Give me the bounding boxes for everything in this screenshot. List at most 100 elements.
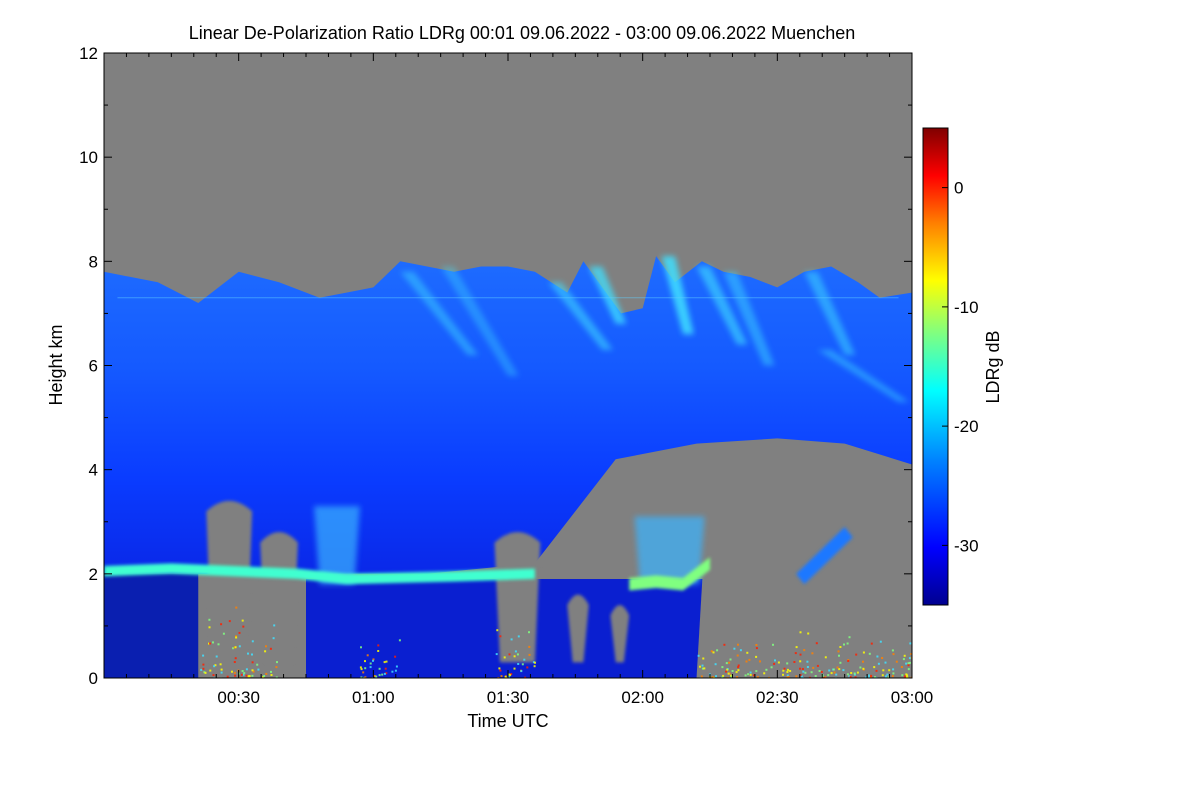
aerosol-speckle [364, 676, 367, 678]
aerosol-speckle [220, 668, 223, 671]
aerosol-speckle [265, 645, 267, 648]
aerosol-speckle [203, 671, 206, 674]
aerosol-speckle [275, 666, 278, 669]
aerosol-speckle [839, 661, 842, 664]
heatmap-layers [104, 256, 912, 678]
colorbar-tick-label: -10 [954, 298, 979, 317]
y-axis: 0 2 4 6 8 10 12 [79, 44, 912, 688]
aerosol-speckle [773, 662, 776, 665]
aerosol-speckle [513, 655, 516, 658]
aerosol-speckle [504, 676, 507, 678]
aerosol-speckle [903, 654, 906, 657]
aerosol-speckle [759, 660, 761, 663]
aerosol-speckle [507, 675, 510, 678]
aerosol-speckle [721, 666, 724, 669]
aerosol-speckle [251, 661, 254, 664]
aerosol-speckle [372, 659, 374, 662]
aerosol-speckle [369, 666, 372, 669]
aerosol-speckle [812, 666, 815, 669]
aerosol-speckle [377, 650, 380, 652]
y-tick-label: 2 [89, 565, 98, 584]
aerosol-speckle [363, 676, 366, 678]
aerosol-speckle [735, 671, 738, 674]
aerosol-speckle [806, 666, 809, 668]
aerosol-speckle [802, 670, 805, 673]
boundary-layer-region [104, 573, 199, 678]
water-layer-band [104, 563, 535, 585]
aerosol-speckle [243, 672, 246, 675]
aerosol-speckle [242, 673, 245, 676]
aerosol-speckle [800, 675, 803, 678]
aerosol-speckle [868, 674, 870, 677]
aerosol-speckle [782, 669, 785, 672]
y-axis-label: Height km [46, 324, 66, 405]
aerosol-speckle [847, 660, 850, 662]
aerosol-speckle [520, 670, 523, 673]
aerosol-speckle [908, 661, 911, 664]
aerosol-speckle [528, 631, 530, 634]
aerosol-speckle [865, 676, 868, 678]
aerosol-speckle [763, 672, 766, 675]
aerosol-speckle [818, 670, 821, 672]
aerosol-speckle [729, 658, 732, 661]
aerosol-speckle [854, 676, 857, 678]
aerosol-speckle [853, 672, 856, 675]
aerosol-speckle [510, 638, 513, 641]
aerosol-speckle [843, 643, 845, 646]
aerosol-speckle [882, 669, 885, 672]
aerosol-speckle [385, 672, 388, 675]
aerosol-speckle [903, 675, 906, 678]
aerosol-speckle [252, 670, 255, 673]
aerosol-speckle [737, 669, 740, 672]
aerosol-speckle [909, 642, 912, 645]
isolated-cloud [796, 526, 853, 585]
aerosol-speckle [364, 660, 366, 663]
aerosol-speckle [795, 675, 798, 678]
aerosol-speckle [846, 642, 849, 645]
aerosol-speckle [850, 672, 853, 674]
aerosol-speckle [528, 645, 531, 648]
aerosol-speckle [208, 642, 210, 645]
aerosol-speckle [892, 668, 895, 671]
aerosol-speckle [756, 676, 759, 678]
aerosol-speckle [275, 676, 278, 678]
aerosol-speckle [786, 662, 789, 665]
aerosol-speckle [257, 668, 260, 671]
aerosol-speckle [703, 667, 706, 670]
aerosol-speckle [710, 650, 713, 653]
aerosol-speckle [510, 673, 513, 676]
aerosol-speckle [907, 668, 910, 671]
aerosol-speckle [908, 657, 911, 660]
aerosol-speckle [241, 619, 244, 622]
colorbar-label: LDRg dB [983, 330, 1003, 403]
aerosol-speckle [873, 666, 876, 669]
y-tick-label: 0 [89, 669, 98, 688]
aerosol-speckle [697, 654, 700, 657]
aerosol-speckle [862, 651, 865, 654]
aerosol-speckle [716, 649, 719, 652]
aerosol-speckle [886, 673, 889, 676]
aerosol-speckle [737, 643, 739, 646]
aerosol-speckle [827, 674, 830, 677]
aerosol-speckle [862, 667, 865, 670]
aerosol-speckle [710, 676, 713, 678]
aerosol-speckle [240, 673, 243, 676]
aerosol-speckle [870, 674, 873, 677]
aerosol-speckle [746, 651, 749, 654]
aerosol-speckle [777, 661, 780, 664]
aerosol-speckle [794, 652, 797, 655]
convective-column [634, 516, 705, 585]
aerosol-speckle [238, 645, 241, 648]
x-tick-label: 01:00 [352, 688, 395, 707]
aerosol-speckle [503, 656, 506, 659]
aerosol-speckle [517, 635, 520, 638]
aerosol-speckle [534, 661, 536, 664]
ice-fall-streak [548, 282, 614, 350]
aerosol-speckle [810, 671, 813, 674]
aerosol-speckle [744, 674, 747, 677]
aerosol-speckle [881, 674, 884, 677]
aerosol-speckle [799, 653, 802, 656]
aerosol-speckle [699, 665, 701, 668]
aerosol-speckle [799, 667, 801, 670]
aerosol-speckle [837, 650, 840, 653]
